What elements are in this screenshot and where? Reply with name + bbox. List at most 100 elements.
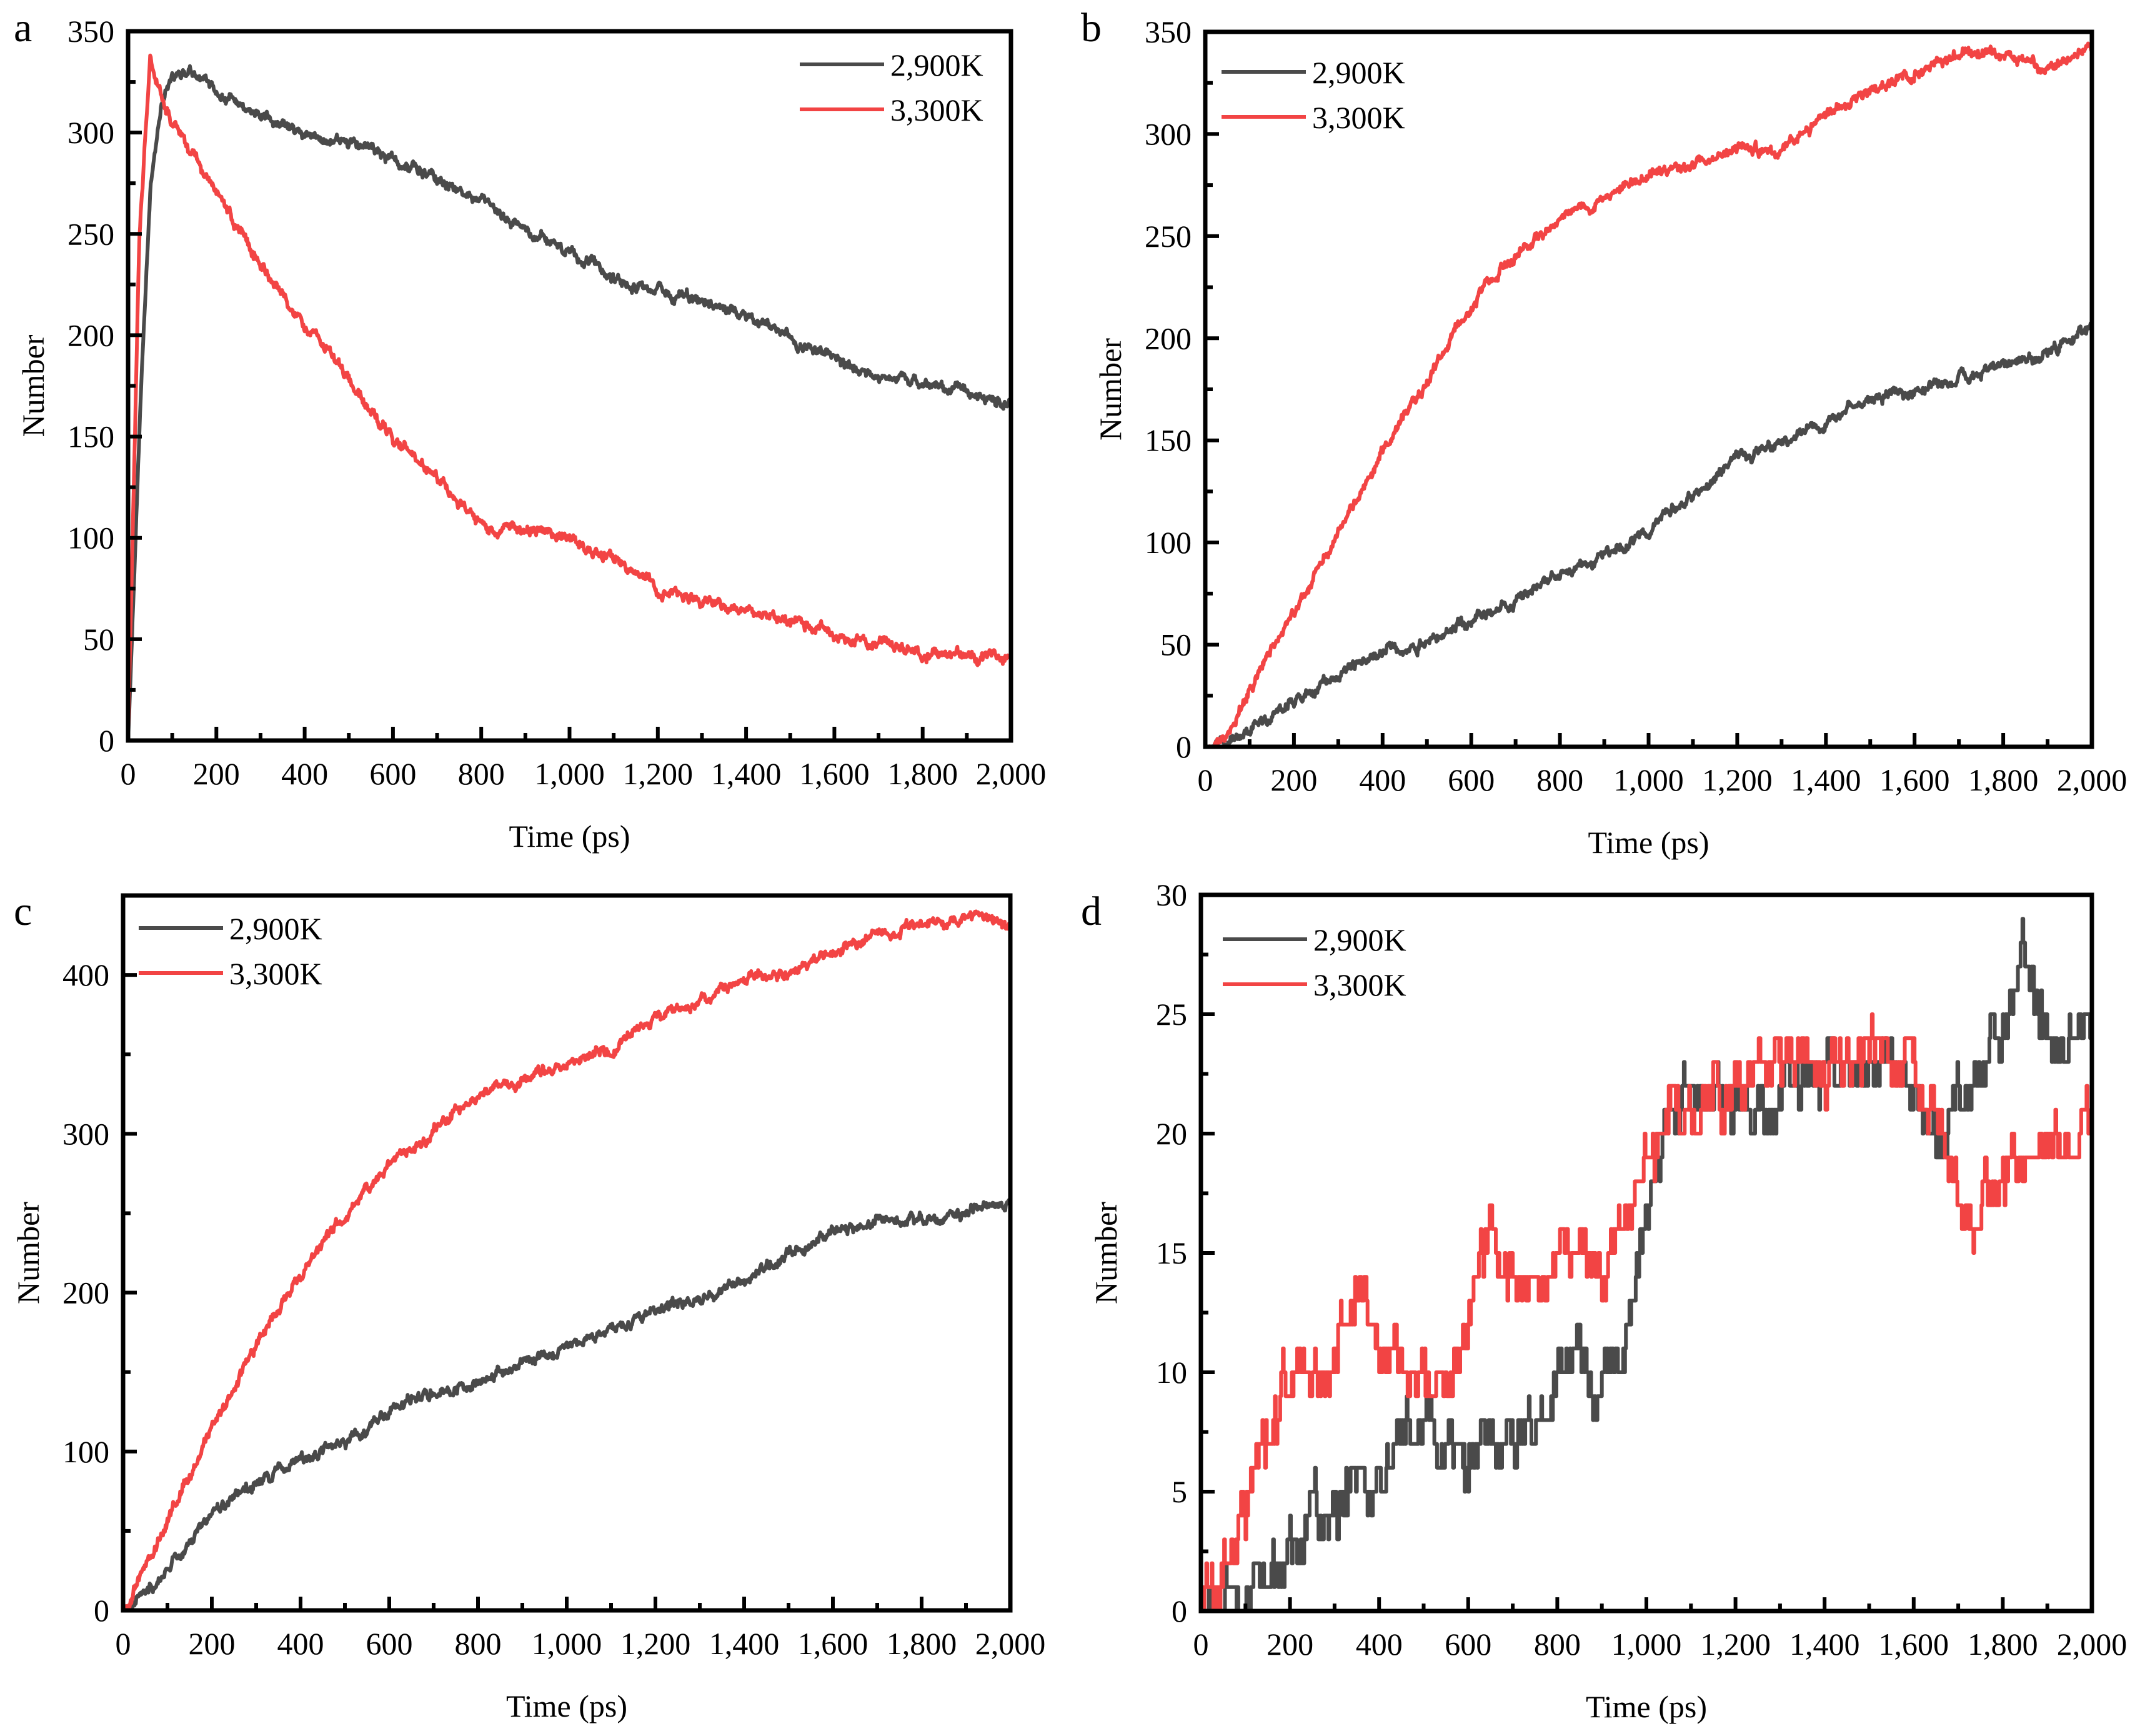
x-tick-label: 1,600 xyxy=(1879,1627,1949,1662)
x-tick-label: 0 xyxy=(121,756,136,791)
x-tick-label: 1,400 xyxy=(711,756,782,791)
y-tick-label: 0 xyxy=(99,723,114,758)
x-tick-label: 1,800 xyxy=(887,1626,957,1661)
y-tick-label: 20 xyxy=(1156,1116,1187,1151)
x-tick-label: 200 xyxy=(1267,1627,1313,1662)
legend-label: 2,900K xyxy=(1312,55,1405,90)
x-tick-label: 200 xyxy=(193,756,240,791)
x-tick-label: 1,000 xyxy=(532,1626,602,1661)
x-tick-label: 1,000 xyxy=(1613,762,1684,797)
x-tick-label: 2,000 xyxy=(975,1626,1046,1661)
panel-letter: c xyxy=(14,889,32,934)
x-tick-label: 400 xyxy=(281,756,328,791)
series-line-2900K xyxy=(1201,917,2092,1611)
y-axis-title: Number xyxy=(1088,1202,1123,1304)
x-tick-label: 0 xyxy=(1193,1627,1209,1662)
y-tick-label: 0 xyxy=(1172,1594,1187,1629)
y-tick-label: 150 xyxy=(1145,423,1192,458)
y-tick-label: 100 xyxy=(1145,525,1192,560)
x-axis-title: Time (ps) xyxy=(506,1689,627,1724)
y-tick-label: 5 xyxy=(1172,1474,1187,1509)
legend: 2,900K 3,300K xyxy=(1222,55,1405,135)
x-tick-label: 1,400 xyxy=(1789,1627,1860,1662)
x-tick-label: 1,600 xyxy=(1879,762,1950,797)
x-tick-label: 1,000 xyxy=(1611,1627,1682,1662)
panel-c: c 0 200 400 600 800 1,000 1,200 1,400 1,600 1,800 2… xyxy=(11,889,1045,1724)
y-tick-label: 50 xyxy=(1160,627,1192,662)
x-tick-label: 1,200 xyxy=(1700,1627,1771,1662)
x-tick-label: 600 xyxy=(369,756,416,791)
series-line-2900K xyxy=(128,64,1011,741)
axis-frame xyxy=(1203,29,2094,749)
y-tick-label: 0 xyxy=(94,1593,109,1628)
x-tick-label: 400 xyxy=(1356,1627,1403,1662)
panel-letter: d xyxy=(1081,889,1102,934)
axis-frame xyxy=(121,893,1013,1613)
y-tick-label: 350 xyxy=(67,14,114,49)
series-line-2900K xyxy=(1205,321,2092,747)
y-tick-label: 400 xyxy=(62,957,109,992)
y-tick-label: 25 xyxy=(1156,997,1187,1032)
y-tick-label: 300 xyxy=(62,1116,109,1151)
x-tick-label: 0 xyxy=(116,1626,131,1661)
x-tick-label: 1,800 xyxy=(1968,1627,2038,1662)
panel-a: a 0 200 400 600 800 1,000 1,200 1,400 1,600 1,800 2… xyxy=(14,5,1046,854)
x-tick-label: 1,800 xyxy=(1968,762,2039,797)
y-tick-label: 250 xyxy=(67,216,114,251)
x-tick-label: 2,000 xyxy=(976,756,1047,791)
y-tick-label: 10 xyxy=(1156,1355,1187,1390)
x-tick-label: 1,400 xyxy=(709,1626,780,1661)
y-tick-label: 200 xyxy=(67,317,114,352)
legend-label: 3,300K xyxy=(1313,967,1406,1002)
y-tick-label: 100 xyxy=(62,1434,109,1469)
x-tick-label: 800 xyxy=(458,756,505,791)
series-line-3300K xyxy=(1205,41,2092,747)
y-tick-label: 0 xyxy=(1176,729,1192,764)
x-tick-label: 800 xyxy=(455,1626,502,1661)
x-tick-label: 1,600 xyxy=(798,1626,868,1661)
x-tick-label: 1,200 xyxy=(623,756,694,791)
x-tick-label: 400 xyxy=(277,1626,324,1661)
x-tick-label: 800 xyxy=(1536,762,1583,797)
axis-frame xyxy=(126,29,1013,743)
x-tick-label: 2,000 xyxy=(2057,762,2128,797)
legend-label: 3,300K xyxy=(1312,100,1405,135)
x-tick-label: 600 xyxy=(1448,762,1495,797)
y-tick-label: 30 xyxy=(1156,877,1187,912)
panel-b: b 0 200 400 600 800 1,000 1,200 1,400 1,600 1,800 2… xyxy=(1081,5,2127,860)
x-tick-label: 400 xyxy=(1359,762,1406,797)
panel-d: d0 200 400 600 800 1,000 1,200 1,400 1,600 1,800 2… xyxy=(1081,877,2127,1724)
x-axis-title: Time (ps) xyxy=(509,819,630,854)
x-axis-title: Time (ps) xyxy=(1586,1689,1707,1724)
panel-letter: b xyxy=(1081,5,1102,51)
y-axis-title: Number xyxy=(1093,338,1128,441)
legend-label: 3,300K xyxy=(890,92,983,127)
legend-label: 3,300K xyxy=(229,956,322,991)
y-tick-label: 100 xyxy=(67,521,114,556)
x-tick-label: 2,000 xyxy=(2057,1627,2128,1662)
y-axis-title: Number xyxy=(16,334,51,437)
panel-letter: a xyxy=(14,5,32,51)
y-tick-label: 300 xyxy=(1145,116,1192,151)
x-tick-label: 1,600 xyxy=(799,756,870,791)
series-line-3300K xyxy=(1201,1012,2092,1611)
y-tick-label: 50 xyxy=(83,622,114,657)
y-tick-label: 350 xyxy=(1145,14,1192,49)
y-tick-label: 200 xyxy=(1145,321,1192,356)
series-line-3300K xyxy=(128,53,1011,741)
legend-label: 2,900K xyxy=(890,47,983,82)
legend-label: 2,900K xyxy=(1313,922,1406,957)
y-axis-title: Number xyxy=(11,1202,46,1304)
legend: 2,900K 3,300K xyxy=(800,47,983,127)
y-tick-label: 300 xyxy=(67,115,114,150)
y-tick-label: 250 xyxy=(1145,219,1192,254)
x-tick-label: 600 xyxy=(1445,1627,1491,1662)
x-tick-label: 1,200 xyxy=(1702,762,1773,797)
x-tick-label: 200 xyxy=(189,1626,236,1661)
series-line-3300K xyxy=(123,909,1010,1610)
x-tick-label: 1,800 xyxy=(887,756,958,791)
x-tick-label: 1,400 xyxy=(1791,762,1861,797)
legend: 2,900K 3,300K xyxy=(1223,922,1406,1002)
x-tick-label: 0 xyxy=(1198,762,1213,797)
